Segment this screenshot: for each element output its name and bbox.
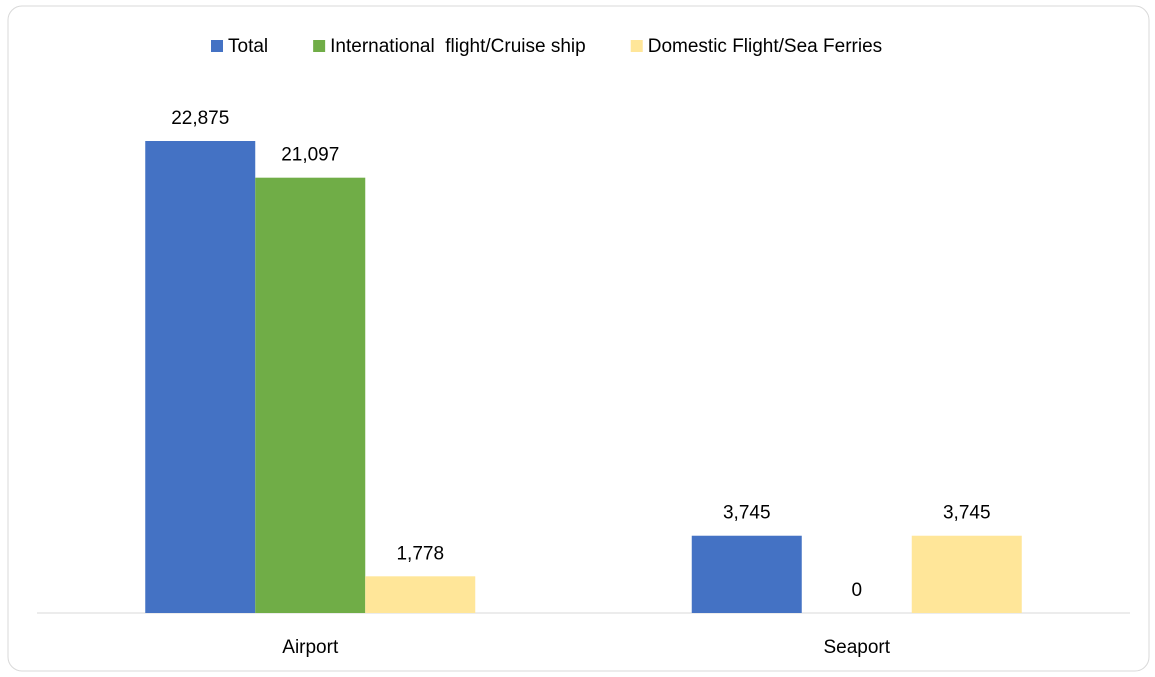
- legend-swatch: [630, 40, 643, 52]
- x-tick-label: Seaport: [823, 637, 890, 658]
- bar: [911, 535, 1022, 613]
- legend-label: Domestic Flight/Sea Ferries: [648, 36, 882, 57]
- data-label: 0: [851, 580, 862, 601]
- data-label: 1,778: [396, 543, 444, 564]
- bar: [255, 177, 366, 613]
- data-label: 3,745: [723, 503, 771, 524]
- bar: [145, 141, 256, 613]
- legend-swatch: [211, 40, 223, 52]
- data-label: 22,875: [171, 108, 229, 129]
- legend-swatch: [313, 40, 326, 52]
- bar: [691, 535, 802, 613]
- legend-label: International flight/Cruise ship: [330, 36, 586, 57]
- data-label: 3,745: [943, 503, 991, 524]
- legend-label: Total: [228, 36, 268, 57]
- data-label: 21,097: [281, 145, 339, 166]
- x-tick-label: Airport: [282, 637, 339, 658]
- bar: [365, 576, 476, 613]
